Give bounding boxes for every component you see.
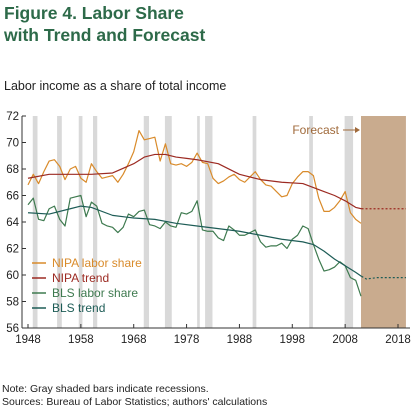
x-tick-label: 1978 bbox=[174, 334, 200, 346]
sources-note: Sources: Bureau of Labor Statistics; aut… bbox=[2, 396, 268, 408]
recession-bar bbox=[252, 116, 257, 328]
x-tick-label: 1968 bbox=[121, 334, 147, 346]
legend-label: NIPA labor share bbox=[52, 256, 142, 270]
series-lines bbox=[27, 129, 406, 297]
forecast-label: Forecast bbox=[292, 123, 339, 137]
x-tick-label: 2008 bbox=[332, 334, 358, 346]
y-tick-label: 68 bbox=[6, 164, 19, 176]
legend-label: BLS labor share bbox=[52, 286, 138, 300]
recession-note: Note: Gray shaded bars indicate recessio… bbox=[2, 383, 209, 395]
x-tick-label: 1958 bbox=[68, 334, 94, 346]
recession-bar bbox=[78, 116, 83, 328]
title-line-2: with Trend and Forecast bbox=[4, 25, 206, 45]
x-tick-label: 1948 bbox=[15, 334, 41, 346]
y-tick-label: 60 bbox=[6, 270, 19, 282]
nipa_trend-line bbox=[27, 153, 362, 210]
recession-bar bbox=[93, 116, 98, 328]
nipa_share-line bbox=[27, 129, 362, 224]
legend-label: NIPA trend bbox=[52, 271, 109, 285]
recession-bar bbox=[197, 116, 200, 328]
bls_trend-line bbox=[27, 205, 362, 277]
y-tick-label: 56 bbox=[6, 323, 19, 335]
recession-bar bbox=[344, 116, 354, 328]
legend-label: BLS trend bbox=[52, 301, 105, 315]
y-tick-label: 70 bbox=[6, 138, 19, 150]
x-tick-label: 1988 bbox=[227, 334, 253, 346]
axes: 56 58 60 62 64 66 68 70 72 1948 1958 1968 1978 1988 19… bbox=[6, 111, 411, 346]
axis-subtitle: Labor income as a share of total income bbox=[4, 79, 227, 93]
y-tick-label: 64 bbox=[6, 217, 19, 229]
recession-bar bbox=[143, 116, 150, 328]
x-tick-label: 1998 bbox=[279, 334, 305, 346]
y-tick-label: 62 bbox=[6, 244, 19, 256]
y-tick-label: 66 bbox=[6, 191, 19, 203]
recession-bar bbox=[205, 116, 213, 328]
bls_trend-forecast-line bbox=[361, 275, 406, 280]
forecast-arrow-head bbox=[355, 127, 360, 133]
recession-bar bbox=[309, 116, 313, 328]
title-line-1: Figure 4. Labor Share bbox=[4, 3, 184, 23]
forecast-band bbox=[361, 116, 406, 328]
y-tick-label: 58 bbox=[6, 297, 19, 309]
recession-bar bbox=[57, 116, 62, 328]
x-tick-label: 2018 bbox=[385, 334, 411, 346]
figure-title: Figure 4. Labor Share with Trend and For… bbox=[4, 2, 205, 46]
recession-bar bbox=[32, 116, 38, 328]
forecast-region: Forecast bbox=[292, 116, 406, 328]
y-tick-label: 72 bbox=[6, 111, 19, 123]
